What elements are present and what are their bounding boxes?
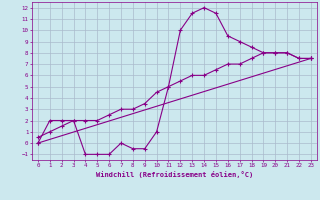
X-axis label: Windchill (Refroidissement éolien,°C): Windchill (Refroidissement éolien,°C) bbox=[96, 171, 253, 178]
